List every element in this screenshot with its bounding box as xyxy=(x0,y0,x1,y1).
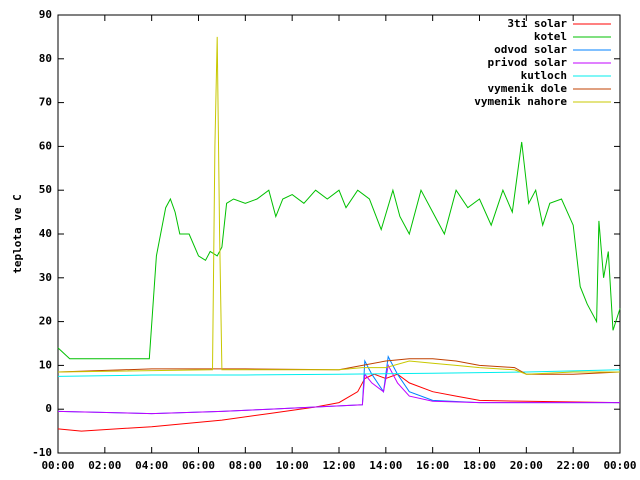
x-tick-label: 12:00 xyxy=(322,459,355,472)
legend-label: vymenik dole xyxy=(488,82,568,95)
y-tick-label: 50 xyxy=(39,183,52,196)
legend-label: kutloch xyxy=(521,69,567,82)
series-line xyxy=(57,354,620,415)
legend-label: privod solar xyxy=(488,56,568,69)
x-tick-label: 02:00 xyxy=(88,459,121,472)
x-tick-label: 16:00 xyxy=(416,459,449,472)
series-line xyxy=(57,141,621,360)
y-axis-label: teplota ve C xyxy=(11,194,24,273)
y-tick-label: 70 xyxy=(39,96,52,109)
legend-label: kotel xyxy=(534,30,567,43)
x-tick-label: 18:00 xyxy=(463,459,496,472)
x-tick-label: 10:00 xyxy=(276,459,309,472)
series-line xyxy=(57,363,620,415)
y-tick-label: 90 xyxy=(39,8,52,21)
x-tick-label: 06:00 xyxy=(182,459,215,472)
legend-label: odvod solar xyxy=(494,43,567,56)
series-line xyxy=(57,369,621,377)
x-tick-label: 20:00 xyxy=(510,459,543,472)
y-tick-label: 10 xyxy=(39,358,52,371)
x-tick-label: 14:00 xyxy=(369,459,402,472)
series-line xyxy=(57,373,621,432)
y-tick-label: 30 xyxy=(39,271,52,284)
y-tick-label: 0 xyxy=(45,402,52,415)
x-tick-label: 00:00 xyxy=(41,459,74,472)
x-tick-label: 04:00 xyxy=(135,459,168,472)
y-tick-label: 80 xyxy=(39,52,52,65)
legend-label: vymenik nahore xyxy=(474,95,567,108)
x-tick-label: 08:00 xyxy=(229,459,262,472)
y-tick-label: 60 xyxy=(39,139,52,152)
x-tick-label: 00:00 xyxy=(603,459,636,472)
legend-label: 3ti solar xyxy=(507,17,567,30)
series-line xyxy=(57,36,620,375)
y-tick-label: 40 xyxy=(39,227,52,240)
y-tick-label: 20 xyxy=(39,315,52,328)
y-tick-label: -10 xyxy=(32,446,52,459)
x-tick-label: 22:00 xyxy=(557,459,590,472)
